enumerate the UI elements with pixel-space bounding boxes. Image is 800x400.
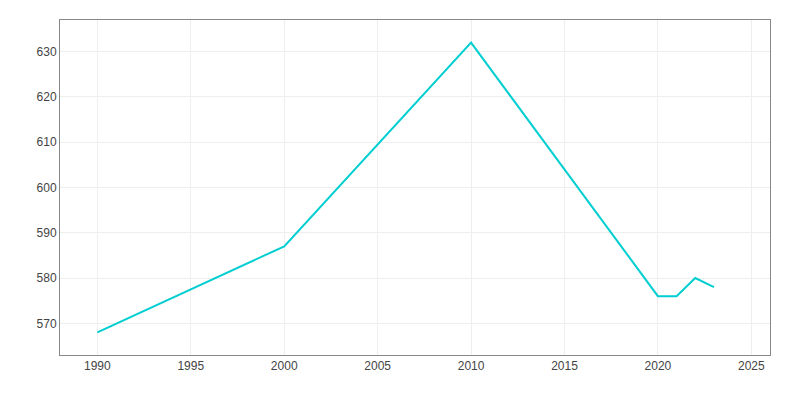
svg-text:570: 570 bbox=[37, 317, 57, 331]
svg-text:620: 620 bbox=[37, 90, 57, 104]
svg-text:590: 590 bbox=[37, 226, 57, 240]
svg-text:1995: 1995 bbox=[177, 359, 204, 373]
svg-text:2010: 2010 bbox=[458, 359, 485, 373]
svg-text:2000: 2000 bbox=[271, 359, 298, 373]
svg-text:580: 580 bbox=[37, 271, 57, 285]
svg-text:2025: 2025 bbox=[738, 359, 765, 373]
svg-text:2020: 2020 bbox=[645, 359, 672, 373]
svg-text:630: 630 bbox=[37, 45, 57, 59]
svg-text:1990: 1990 bbox=[84, 359, 111, 373]
svg-text:600: 600 bbox=[37, 181, 57, 195]
svg-text:2015: 2015 bbox=[551, 359, 578, 373]
svg-text:2005: 2005 bbox=[364, 359, 391, 373]
svg-text:610: 610 bbox=[37, 135, 57, 149]
